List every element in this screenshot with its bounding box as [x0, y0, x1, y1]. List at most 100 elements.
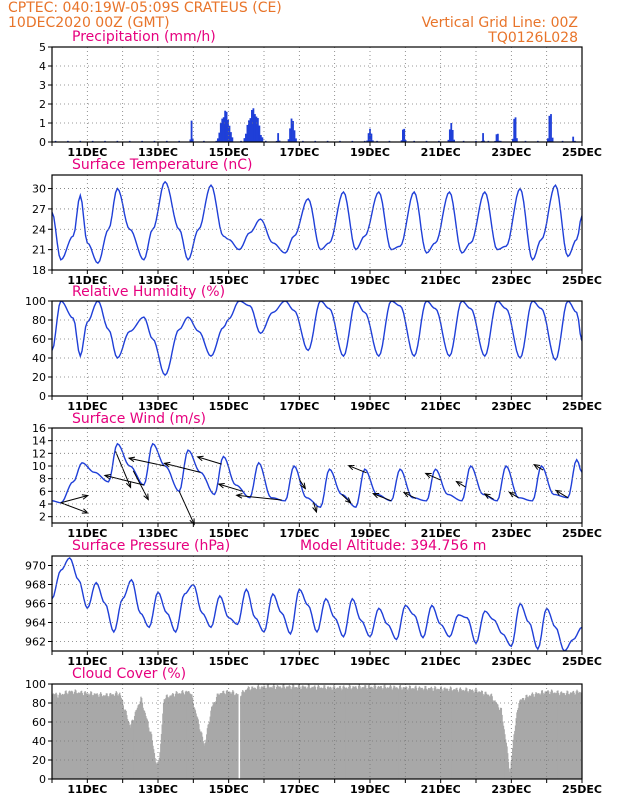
cloud-bar	[338, 687, 340, 779]
cloud-bar	[176, 691, 178, 779]
precip-bar	[515, 138, 518, 142]
cloud-bar	[374, 684, 376, 779]
cloud-bar	[476, 692, 479, 779]
wind-arrow	[104, 474, 144, 486]
cloud-bar	[76, 694, 79, 779]
cloud-bar	[184, 694, 186, 779]
cloud-bar	[562, 693, 564, 779]
cloud-bar	[408, 688, 410, 779]
cloud-bar	[178, 693, 180, 779]
cloud-bar	[314, 687, 317, 779]
x-tick-label: 15DEC	[209, 274, 249, 287]
wind-arrow	[132, 470, 149, 500]
cloud-bar	[112, 694, 114, 779]
cloud-bar	[350, 688, 352, 779]
cloud-bar	[497, 707, 500, 779]
cloud-bar	[383, 685, 385, 779]
cloud-bar	[309, 687, 311, 779]
cloud-bar	[135, 710, 137, 779]
x-tick-label: 23DEC	[491, 400, 531, 413]
cloud-bar	[307, 684, 310, 779]
y-tick-label: 0	[39, 773, 46, 786]
cloud-bar	[472, 690, 474, 779]
cloud-bar	[372, 688, 375, 779]
cloud-bar	[71, 691, 74, 779]
cloud-bar	[97, 696, 100, 779]
cloud-bar	[477, 692, 479, 779]
cloud-bar	[125, 710, 127, 779]
cloud-bar	[139, 701, 141, 779]
precip-bar	[572, 136, 575, 142]
cloud-bar	[565, 693, 568, 779]
cloud-bar	[255, 689, 257, 779]
cloud-bar	[410, 689, 413, 779]
cloud-bar	[105, 695, 107, 779]
cloud-bar	[557, 693, 560, 779]
cloud-bar	[411, 688, 413, 779]
cloud-bar	[471, 689, 474, 779]
cloud-bar	[285, 686, 288, 779]
cloud-bar	[437, 688, 439, 779]
precip-bar	[548, 115, 551, 142]
cloud-bar	[494, 700, 496, 779]
cloud-bar	[373, 685, 375, 779]
cloud-bar	[366, 689, 368, 779]
cloud-bar	[381, 688, 383, 779]
cloud-bar	[475, 687, 477, 779]
cloud-bar	[232, 691, 235, 779]
panel-5: Surface Pressure (hPa) Model Altitude: 39…	[25, 538, 602, 668]
cloud-bar	[102, 696, 104, 779]
cloud-bar	[222, 690, 224, 779]
cloud-bar	[131, 719, 134, 779]
cloud-bar	[507, 761, 510, 779]
cloud-bar	[497, 704, 499, 779]
cloud-bar	[398, 688, 400, 779]
cloud-bar	[399, 684, 401, 779]
cloud-bar	[95, 694, 97, 779]
cloud-bar	[459, 687, 462, 779]
cloud-bar	[185, 690, 187, 779]
wind-arrow	[128, 457, 166, 467]
cloud-bar	[114, 693, 117, 779]
cloud-bar	[140, 696, 142, 779]
x-tick-label: 17DEC	[279, 400, 319, 413]
precip-bar	[402, 129, 404, 142]
cloud-bar	[107, 696, 109, 779]
cloud-bar	[517, 707, 519, 779]
cloud-bar	[117, 695, 119, 779]
cloud-bar	[59, 692, 61, 779]
header-model: TQ0126L028	[487, 30, 578, 46]
cloud-bar	[124, 710, 126, 779]
cloud-bar	[358, 684, 360, 779]
cloud-bar	[284, 688, 286, 779]
cloud-bar	[281, 687, 283, 779]
x-tick-label: 23DEC	[491, 783, 531, 796]
cloud-bar	[326, 686, 329, 779]
cloud-bar	[296, 687, 298, 779]
cloud-bar	[172, 693, 175, 779]
precip-bar	[404, 139, 407, 142]
cloud-bar	[244, 690, 247, 779]
cloud-bar	[441, 689, 443, 779]
cloud-bar	[231, 691, 233, 779]
cloud-bar	[141, 702, 144, 779]
cloud-bar	[142, 707, 144, 779]
x-tick-label: 13DEC	[138, 655, 178, 668]
cloud-bar	[138, 704, 140, 779]
cloud-bar	[327, 686, 329, 779]
cloud-bar	[576, 689, 578, 779]
wind-arrow	[341, 494, 352, 504]
cloud-bar	[234, 696, 236, 779]
cloud-bar	[182, 690, 184, 779]
precip-bar	[371, 140, 374, 142]
cloud-bar	[519, 700, 521, 779]
cloud-bar	[375, 688, 377, 779]
cloud-bar	[361, 687, 363, 779]
cloud-bar	[105, 693, 108, 779]
cloud-bar	[302, 685, 304, 779]
cloud-bar	[247, 686, 250, 779]
cloud-bar	[508, 768, 510, 779]
cloud-bar	[356, 689, 358, 779]
cloud-bar	[353, 687, 356, 779]
